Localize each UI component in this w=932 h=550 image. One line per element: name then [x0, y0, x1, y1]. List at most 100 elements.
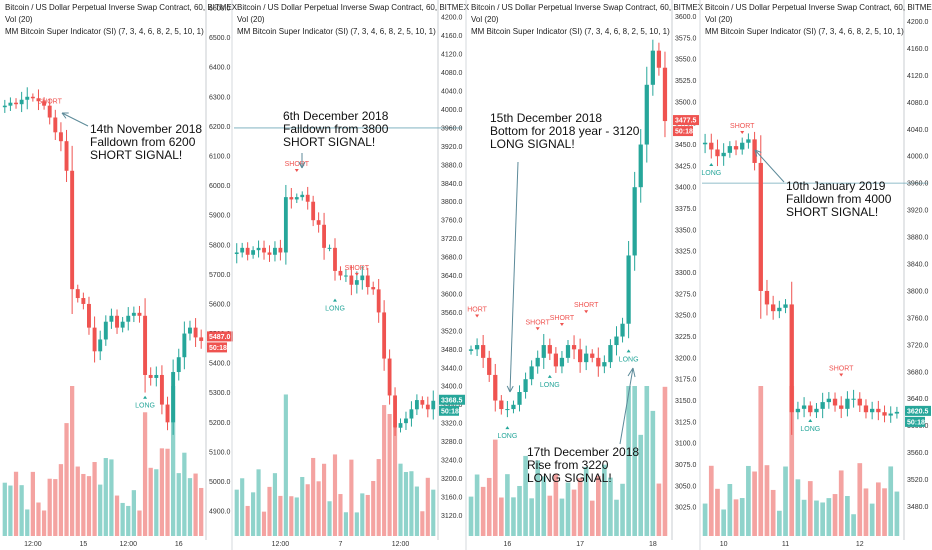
volume-bar	[838, 470, 844, 536]
volume-bar	[343, 512, 348, 536]
candle	[414, 400, 419, 410]
long-signal-label: LONG	[701, 170, 721, 177]
candle	[608, 345, 613, 363]
y-tick-label: 3760.0	[907, 315, 929, 322]
candle	[571, 345, 577, 350]
y-tick-label: 4120.0	[441, 52, 463, 59]
volume-bar	[300, 476, 305, 536]
chart-subtitle: Vol (20)	[237, 15, 265, 24]
volume-bar	[64, 423, 69, 536]
candle	[322, 224, 326, 248]
candle	[316, 220, 321, 225]
candle	[344, 275, 348, 277]
volume-bar	[708, 465, 714, 536]
volume-bar	[165, 448, 170, 536]
y-tick-label: 6400.0	[209, 65, 231, 72]
chart-panel-dec-06: 4200.0 4160.0 4120.0 4080.0 4040.0 4000.0 3960…	[231, 0, 470, 550]
y-tick-label: 6000.0	[209, 183, 231, 190]
volume-bar	[120, 502, 125, 536]
volume-bar	[474, 474, 480, 536]
candle	[294, 197, 299, 200]
candle	[764, 290, 770, 305]
candle	[30, 96, 35, 99]
candle	[182, 333, 187, 358]
annotation-line: 14th November 2018	[90, 122, 202, 136]
candle	[360, 275, 365, 281]
volume-bar	[305, 484, 310, 536]
volume-bar	[468, 496, 474, 536]
candle	[529, 366, 534, 380]
y-tick-label: 5800.0	[209, 242, 231, 249]
long-signal-label: LONG	[135, 403, 155, 410]
volume-bar	[392, 427, 398, 536]
y-tick-label: 3120.0	[441, 513, 463, 520]
short-signal-label: SHORT	[38, 99, 63, 106]
y-tick-label: 5400.0	[209, 361, 231, 368]
volume-bar	[620, 483, 625, 536]
y-tick-label: 3640.0	[907, 396, 929, 403]
volume-bar	[171, 386, 176, 536]
y-tick-label: 3320.0	[441, 421, 463, 428]
y-tick-label: 6500.0	[209, 35, 231, 42]
annotation-line-2: Rise from 3220	[527, 458, 609, 472]
long-signal-marker	[547, 374, 552, 378]
y-tick-label: 3575.0	[675, 35, 697, 42]
y-tick-label: 3160.0	[441, 494, 463, 501]
volume-bar	[41, 510, 47, 536]
candle	[327, 247, 332, 249]
candle	[626, 255, 631, 324]
candle	[36, 98, 41, 102]
chart-title: Bitcoin / US Dollar Perpetual Inverse Sw…	[237, 3, 470, 12]
candle	[702, 142, 708, 145]
volume-bar	[75, 466, 80, 536]
volume-bar	[234, 489, 239, 536]
candle	[193, 327, 198, 338]
candle	[245, 247, 250, 255]
candle	[159, 374, 164, 405]
volume-bar	[529, 498, 534, 536]
y-tick-label: 3560.0	[907, 450, 929, 457]
candle	[338, 270, 343, 276]
candle	[789, 304, 794, 413]
y-tick-label: 3800.0	[907, 288, 929, 295]
volume-bar	[2, 482, 7, 536]
volume-bar	[267, 486, 272, 536]
candle	[740, 142, 745, 150]
candle	[499, 400, 504, 410]
candle	[278, 247, 283, 253]
candle	[47, 105, 52, 118]
candle	[481, 345, 486, 358]
y-tick-label: 3720.0	[907, 342, 929, 349]
volume-bar	[505, 474, 510, 536]
candle	[584, 353, 589, 363]
y-tick-label: 3840.0	[441, 181, 463, 188]
y-tick-label: 3800.0	[441, 199, 463, 206]
candle	[420, 400, 425, 405]
volume-bar	[86, 476, 92, 536]
x-tick-label: 12:00	[392, 541, 410, 548]
volume-bar	[559, 498, 565, 536]
chart-panel-dec-15: 3600.03575.03550.03525.03500.03475.03450…	[465, 0, 704, 550]
annotation-arrowhead	[754, 149, 762, 157]
annotation-line: Falldown from 4000	[786, 192, 892, 206]
annotation-line: Falldown from 6200	[90, 135, 196, 149]
candle	[14, 102, 18, 105]
volume-bar	[770, 489, 776, 536]
y-tick-label: 4040.0	[907, 127, 929, 134]
volume-bar	[863, 488, 869, 536]
long-signal-label: LONG	[540, 382, 560, 389]
annotation-arrowhead	[61, 112, 69, 119]
y-tick-label: 4080.0	[907, 100, 929, 107]
y-tick-label: 3175.0	[675, 377, 697, 384]
candle	[662, 67, 668, 122]
y-tick-label: 3275.0	[675, 291, 697, 298]
short-signal-label: SHORT	[829, 366, 854, 373]
chart-panel-nov-14: 6600.0 6500.0 6400.0 6300.0 6200.0 6100.0 6000…	[2, 0, 238, 548]
volume-bar	[176, 473, 181, 536]
price-badge	[439, 394, 465, 405]
volume-bar	[187, 478, 193, 536]
volume-bar	[294, 497, 299, 536]
annotation-line-2: LONG SIGNAL!	[527, 471, 612, 485]
annotation-arrowhead	[298, 161, 306, 169]
